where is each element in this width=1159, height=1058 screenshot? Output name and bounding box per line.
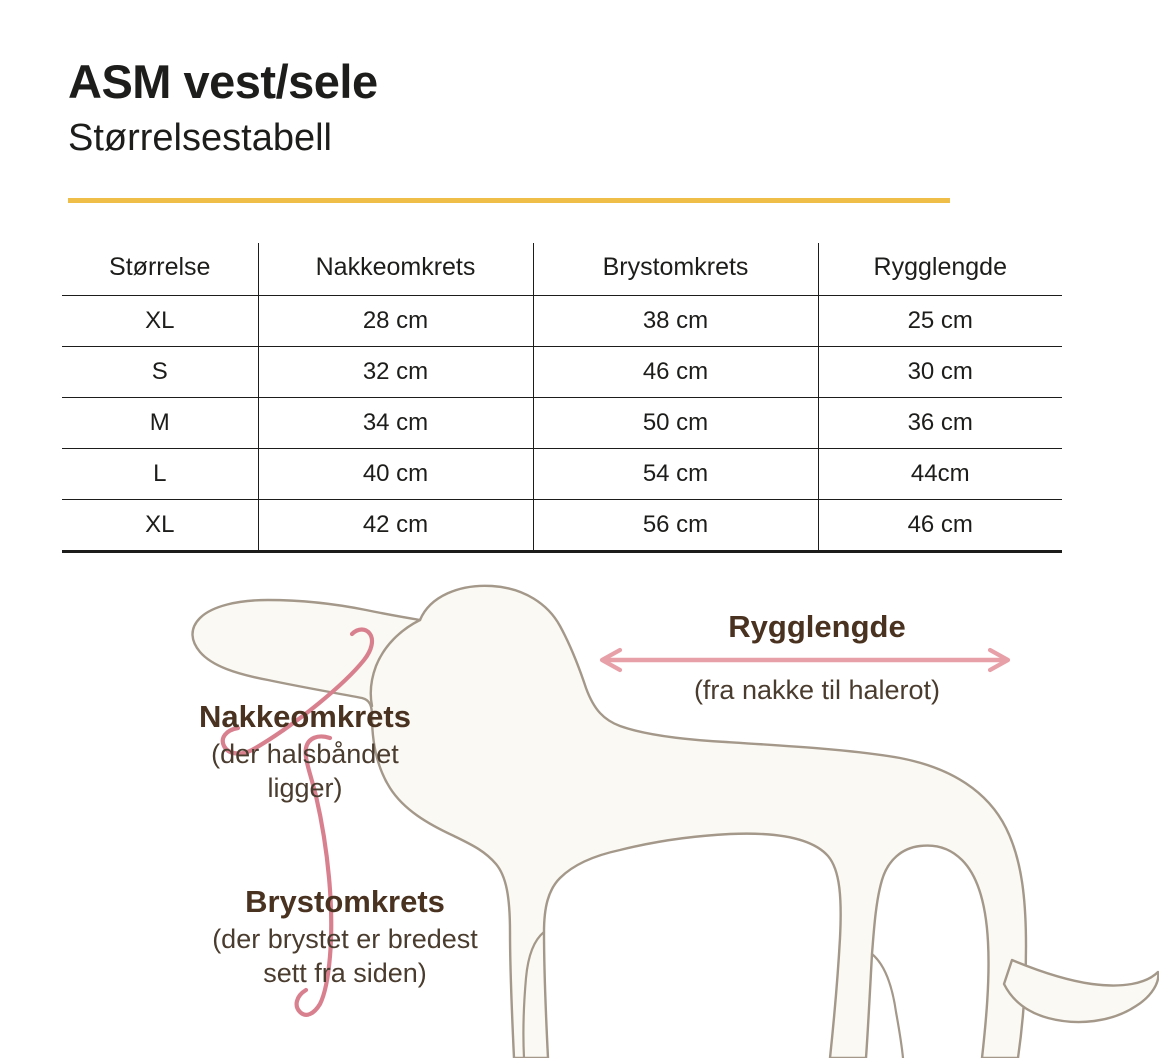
chest-girth-loop — [294, 734, 334, 1017]
cell-chest: 38 cm — [533, 295, 819, 347]
dog-hind-leg-line — [870, 952, 905, 1058]
cell-neck: 32 cm — [258, 346, 534, 398]
gold-divider-rule — [68, 198, 950, 203]
table-row: S 32 cm 46 cm 30 cm — [62, 346, 1062, 398]
cell-neck: 40 cm — [258, 448, 534, 500]
size-table: Størrelse Nakkeomkrets Brystomkrets Rygg… — [62, 243, 1062, 553]
label-chest-girth-note-line1: (der brystet er bredest — [212, 923, 478, 954]
label-back-length-note: (fra nakke til halerot) — [693, 674, 941, 705]
page-subtitle: Størrelsestabell — [68, 117, 332, 159]
cell-chest: 56 cm — [533, 499, 819, 552]
back-length-arrow — [599, 647, 1011, 673]
cell-size: XL — [62, 295, 259, 347]
cell-size: S — [62, 346, 259, 398]
measurement-diagram: Rygglengde (fra nakke til halerot) Nakke… — [0, 560, 1159, 1058]
cell-back: 36 cm — [907, 409, 973, 436]
cell-chest: 50 cm — [533, 397, 819, 449]
cell-size: XL — [62, 499, 259, 552]
cell-chest: 54 cm — [533, 448, 819, 500]
table-row: L 40 cm 54 cm 44cm — [62, 448, 1062, 500]
cell-chest: 46 cm — [533, 346, 819, 398]
label-neck-girth-title: Nakkeomkrets — [199, 699, 411, 734]
dog-body-shape — [191, 584, 1028, 1058]
label-neck-girth: Nakkeomkrets (der halsbåndet ligger) — [135, 699, 475, 803]
cell-back: 25 cm — [907, 307, 973, 334]
label-chest-girth: Brystomkrets (der brystet er bredest set… — [145, 884, 545, 988]
label-back-length: Rygglengde (fra nakke til halerot) — [627, 609, 1007, 705]
column-header-back: Rygglengde — [873, 252, 1007, 281]
dog-diagram-svg — [191, 584, 1159, 1058]
size-table-container: Størrelse Nakkeomkrets Brystomkrets Rygg… — [62, 243, 1062, 553]
label-neck-girth-note-line2: ligger) — [267, 772, 343, 803]
back-length-arrow-head-right — [987, 647, 1011, 673]
table-row: M 34 cm 50 cm 36 cm — [62, 397, 1062, 449]
cell-neck: 34 cm — [258, 397, 534, 449]
cell-back: 44cm — [910, 460, 970, 487]
label-back-length-title: Rygglengde — [728, 609, 906, 644]
label-chest-girth-title: Brystomkrets — [245, 884, 445, 919]
table-body: XL 28 cm 38 cm 25 cm S 32 cm 46 cm 30 cm… — [62, 295, 1062, 552]
page-title: ASM vest/sele — [68, 55, 378, 108]
dog-ear-shape — [369, 618, 422, 708]
table-header-row: Størrelse Nakkeomkrets Brystomkrets Rygg… — [62, 243, 1062, 296]
table-row: XL 28 cm 38 cm 25 cm — [62, 295, 1062, 347]
table-row: XL 42 cm 56 cm 46 cm — [62, 499, 1062, 552]
label-chest-girth-note-line2: sett fra siden) — [263, 957, 427, 988]
dog-tail-shape — [1002, 958, 1159, 1024]
cell-size: L — [62, 448, 259, 500]
cell-back: 30 cm — [907, 358, 973, 385]
cell-neck: 28 cm — [258, 295, 534, 347]
cell-back: 46 cm — [907, 511, 973, 538]
dog-front-leg-line — [522, 930, 546, 1058]
table-header: Størrelse Nakkeomkrets Brystomkrets Rygg… — [62, 243, 1062, 296]
label-neck-girth-note-line1: (der halsbåndet — [211, 738, 399, 769]
column-header-neck: Nakkeomkrets — [258, 243, 534, 296]
page-header: ASM vest/sele Størrelsestabell — [68, 58, 968, 157]
cell-size: M — [62, 397, 259, 449]
back-length-arrow-head-left — [599, 647, 623, 673]
column-header-size: Størrelse — [62, 243, 259, 296]
cell-neck: 42 cm — [258, 499, 534, 552]
column-header-chest: Brystomkrets — [533, 243, 819, 296]
neck-girth-loop — [220, 627, 375, 756]
